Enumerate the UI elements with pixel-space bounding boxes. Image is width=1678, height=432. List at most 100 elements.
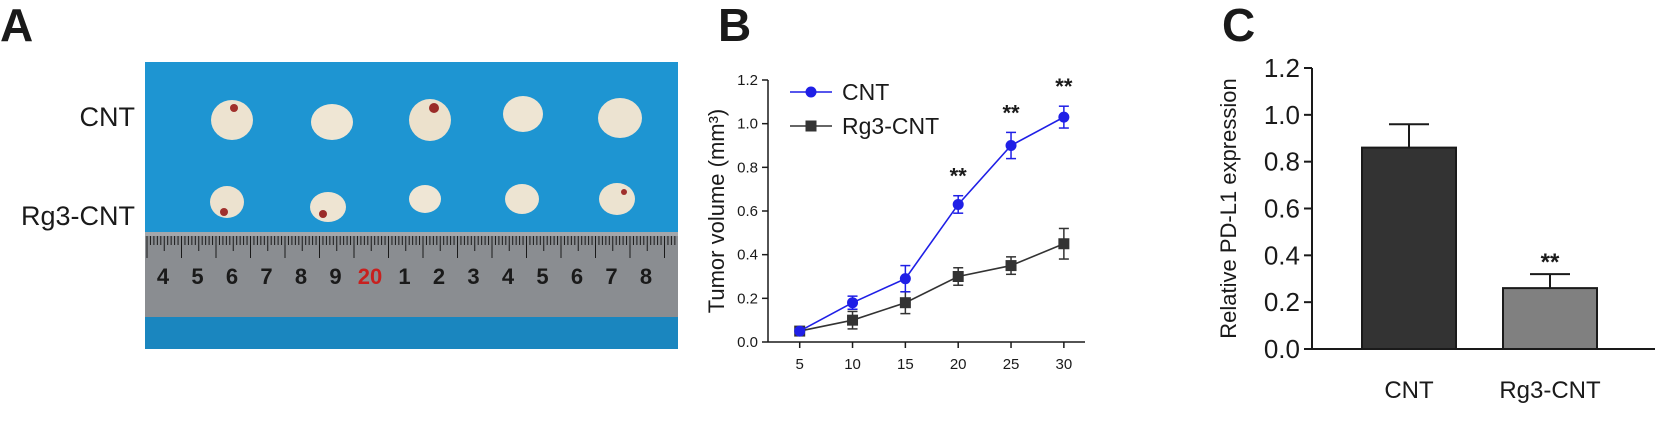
chart-b-y-tick-label: 0.2 [737,290,758,307]
tumor [310,192,346,222]
chart-c-y-tick-label: 1.0 [1264,100,1300,130]
chart-c-x-labels: CNT Rg3-CNT [1384,377,1601,404]
tumor [505,184,539,214]
series-line [799,243,1065,332]
tumor [311,104,353,140]
pdl1-expression-chart: 0.0 0.2 0.4 0.6 0.8 1.0 1.2 Relative PD-L1 exp… [1220,53,1655,404]
row-label-rg3-cnt: Rg3-CNT [20,201,135,231]
category-label: CNT [1384,377,1434,404]
chart-b-x-tick-label: 20 [950,356,967,373]
ruler-number: 4 [502,264,515,289]
data-point-circle [899,273,911,285]
ruler-number: 8 [640,264,652,289]
ruler-ticks [146,236,676,258]
chart-c-y-tick-label: 0.6 [1264,194,1300,224]
tumor [599,183,635,215]
chart-c-bars [1361,123,1598,351]
tumor [409,99,451,141]
data-point-circle [1058,111,1070,123]
chart-b-y-tick-label: 1.0 [737,116,758,133]
legend-label: CNT [842,79,889,105]
bar [1502,287,1598,351]
tumor-spot [621,189,627,195]
chart-c-y-tick-label: 0.4 [1264,240,1300,270]
photo-bottom-strip [145,317,678,349]
series-line [799,116,1065,332]
data-point-circle [952,198,964,210]
tumor [598,98,642,138]
chart-c-y-tick-label: 0.0 [1264,334,1300,364]
row-label-cnt: CNT [79,102,136,132]
ruler-number: 6 [226,264,238,289]
chart-c-y-ticks: 0.0 0.2 0.4 0.6 0.8 1.0 1.2 [1264,53,1312,364]
chart-b-annotations: ** ** ** [950,74,1073,189]
tumor-spot [429,103,439,113]
data-point-square [952,271,964,282]
ruler-number: 9 [329,264,341,289]
category-label: Rg3-CNT [1499,377,1601,404]
chart-b-y-tick-label: 0.4 [737,247,758,264]
tumor [211,100,253,140]
tumor-row-cnt [211,96,642,141]
ruler-edge [145,232,678,236]
ruler-number: 4 [157,264,170,289]
significance-marker: ** [950,164,968,189]
legend-label: Rg3-CNT [842,113,939,139]
tumor-spot [230,104,238,112]
data-point-circle [847,297,859,309]
tumor-photo: 4 5 6 7 8 9 20 1 2 3 4 5 6 7 8 [145,62,678,349]
chart-c-y-tick-label: 0.8 [1264,147,1300,177]
data-point-square [899,297,911,309]
tumor [409,185,441,213]
ruler-number: 7 [260,264,272,289]
tumor-volume-chart: 0.0 0.2 0.4 0.6 0.8 1.0 1.2 5 10 15 20 25 30 Tumor … [704,72,1085,373]
chart-b-x-tick-label: 5 [796,356,804,373]
data-point-square [1058,238,1070,250]
chart-b-y-tick-label: 0.8 [737,159,758,176]
panel-b-letter: B [718,0,752,51]
chart-c-y-axis-label: Relative PD-L1 expression [1220,78,1241,338]
chart-b-y-tick-label: 1.2 [737,72,758,89]
significance-marker: ** [1541,249,1560,276]
data-point-circle [794,325,806,337]
ruler-number: 3 [467,264,479,289]
chart-b-legend: CNT Rg3-CNT [790,79,939,139]
ruler-number: 7 [605,264,617,289]
data-point-square [1005,260,1017,272]
ruler-number: 6 [571,264,583,289]
ruler-number: 1 [398,264,410,289]
chart-b-y-tick-label: 0.0 [737,334,758,351]
tumor-spot [220,208,228,216]
chart-b-y-axis-label: Tumor volume (mm³) [704,109,729,314]
panel-a-letter: A [0,0,34,51]
significance-marker: ** [1002,100,1020,125]
chart-b-y-ticks: 0.0 0.2 0.4 0.6 0.8 1.0 1.2 [737,72,768,351]
tumor-spot [319,210,327,218]
bar [1361,146,1457,350]
chart-b-x-tick-label: 30 [1056,356,1073,373]
significance-marker: ** [1055,74,1073,99]
tumor [503,96,543,132]
chart-b-x-ticks: 5 10 15 20 25 30 [796,342,1073,373]
chart-b-series [794,105,1070,337]
data-point-square [847,314,859,326]
chart-b-x-tick-label: 10 [844,356,861,373]
chart-c-y-tick-label: 1.2 [1264,53,1300,83]
ruler-number: 20 [358,264,382,289]
tumor-row-rg3-cnt [210,183,635,222]
legend-marker-square [805,120,817,132]
chart-b-x-tick-label: 25 [1003,356,1020,373]
ruler-number: 2 [433,264,445,289]
legend-marker-circle [805,86,817,98]
data-point-circle [1005,140,1017,151]
ruler-number: 5 [191,264,203,289]
ruler-number: 8 [295,264,307,289]
ruler-body [145,232,678,317]
chart-b-x-tick-label: 15 [897,356,914,373]
ruler-number: 5 [536,264,548,289]
chart-c-y-tick-label: 0.2 [1264,287,1300,317]
tumor [210,186,244,218]
chart-c-annotations: ** [1541,249,1560,276]
panel-c-letter: C [1222,0,1256,51]
chart-b-y-tick-label: 0.6 [737,203,758,220]
